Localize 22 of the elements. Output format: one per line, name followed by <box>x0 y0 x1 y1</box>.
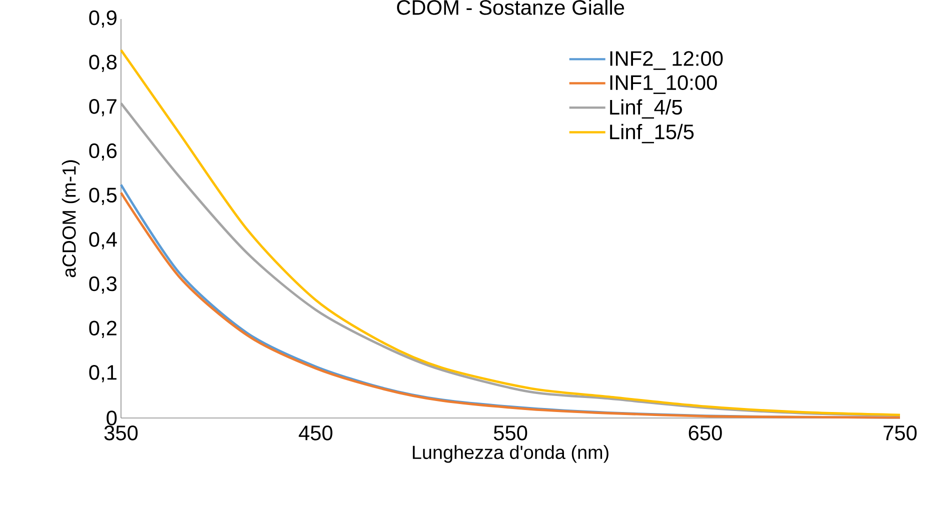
y-tick-label: 0,3 <box>89 276 117 294</box>
x-tick-label: 450 <box>298 426 332 440</box>
x-axis-title: Lunghezza d'onda (nm) <box>412 445 608 463</box>
y-tick-label: 0,8 <box>89 54 117 72</box>
y-tick-label: 0,2 <box>89 320 116 338</box>
x-tick-label: 550 <box>494 426 528 440</box>
x-tick-label: 350 <box>104 426 138 440</box>
y-tick-label: 0,5 <box>89 188 117 205</box>
x-tick-label: 650 <box>688 426 722 440</box>
y-tick-label: 0 <box>106 410 117 426</box>
legend-label: INF2_ 12:00 <box>610 51 723 70</box>
legend-label: INF1_10:00 <box>610 75 717 94</box>
chart-title: CDOM - Sostanze Gialle <box>397 0 624 15</box>
y-axis-title: aCDOM (m-1) <box>62 160 80 278</box>
y-tick-label: 0,1 <box>89 365 116 382</box>
x-tick-label: 750 <box>884 426 917 440</box>
y-tick-label: 0,4 <box>89 232 117 250</box>
legend-label: Linf_4/5 <box>610 99 682 119</box>
legend-label: Linf_15/5 <box>610 124 694 144</box>
y-tick-label: 0,7 <box>89 99 116 116</box>
y-tick-label: 0,9 <box>89 10 116 28</box>
y-tick-label: 0,6 <box>89 143 117 161</box>
